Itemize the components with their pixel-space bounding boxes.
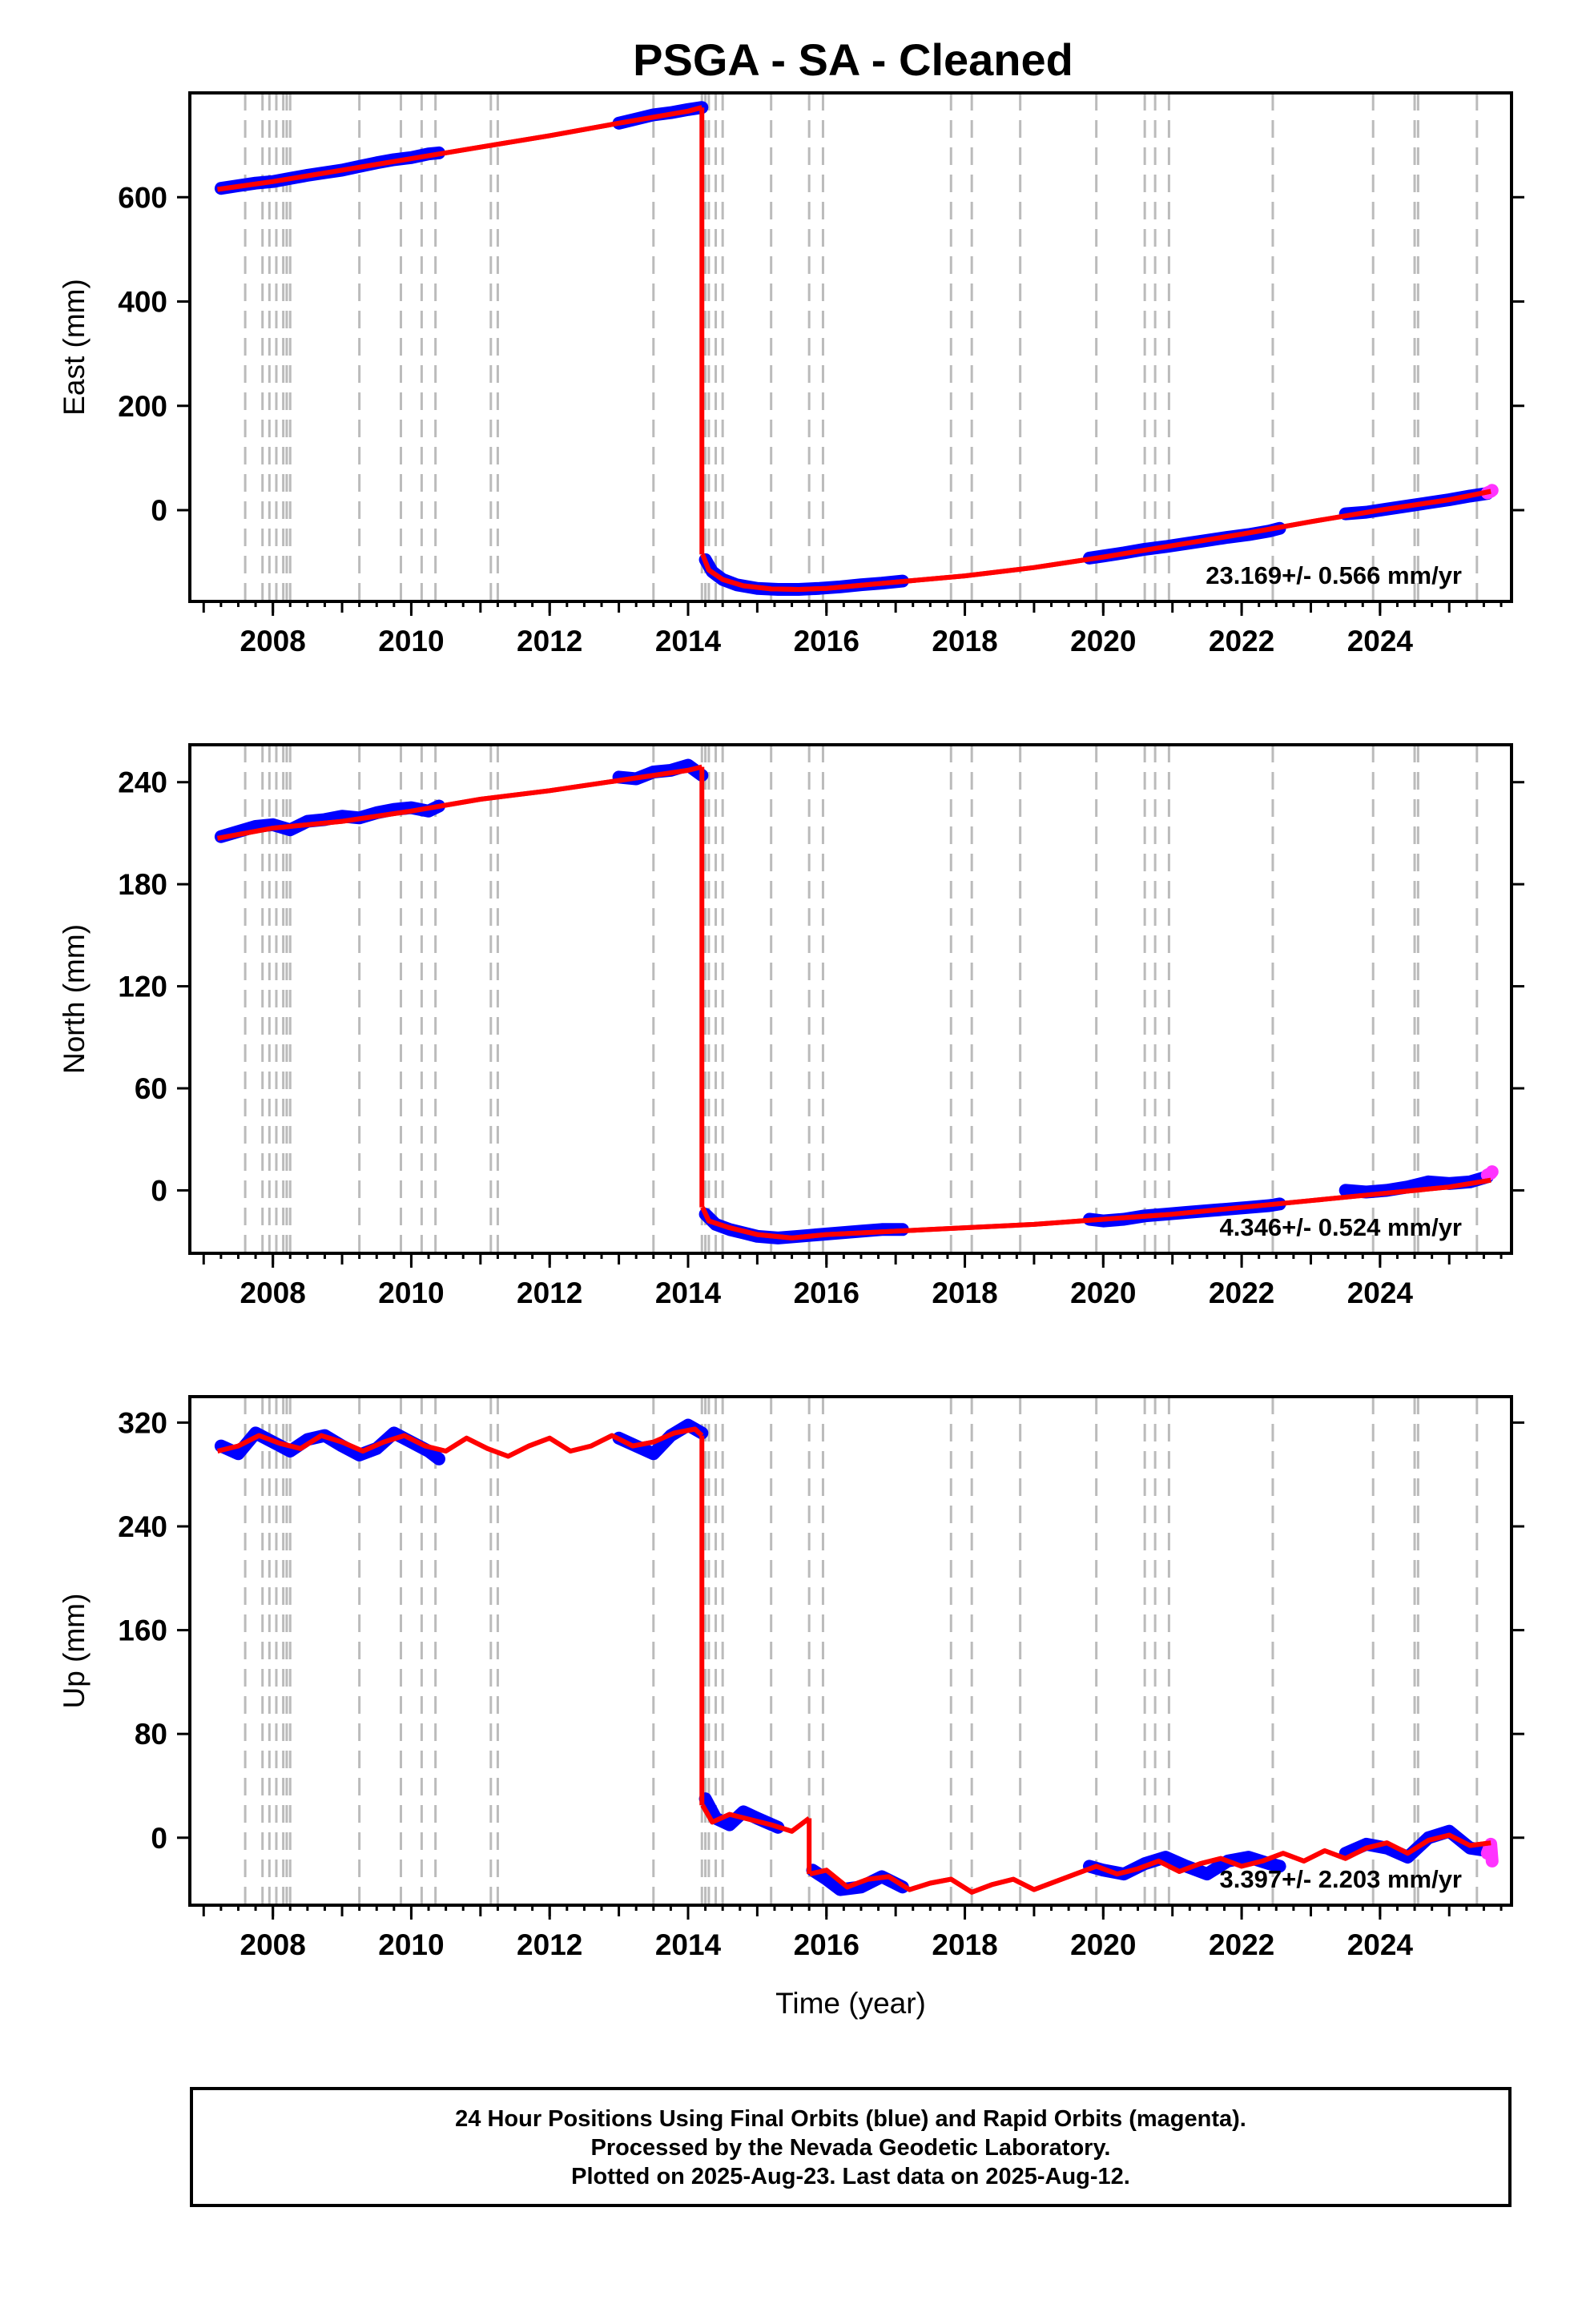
chart-title: PSGA - SA - Cleaned — [633, 34, 1073, 85]
y-tick-label: 60 — [135, 1072, 167, 1105]
x-tick-label: 2022 — [1209, 1277, 1274, 1309]
y-axis-title: East (mm) — [58, 279, 91, 416]
data-point — [1242, 1852, 1254, 1864]
y-tick-label: 240 — [118, 1510, 167, 1543]
data-point — [433, 1453, 445, 1465]
x-tick-label: 2020 — [1070, 625, 1136, 657]
x-tick-label: 2012 — [517, 1277, 582, 1309]
footer-note: 24 Hour Positions Using Final Orbits (bl… — [190, 2087, 1512, 2207]
panel-east: 2008 2010 2012 2014 2016 2018 2020 2022 2024 0 200… — [58, 91, 1524, 657]
model-fit-line — [217, 105, 703, 192]
model-fit-line — [700, 1177, 1491, 1240]
x-tick-label: 2010 — [378, 1277, 444, 1309]
data-point — [232, 1448, 244, 1460]
data-point — [835, 1884, 847, 1896]
x-tick-label: 2010 — [378, 625, 444, 657]
data-point — [1339, 1184, 1351, 1196]
velocity-rate-label: 3.397+/- 2.203 mm/yr — [1220, 1865, 1462, 1893]
data-point — [1423, 1176, 1435, 1188]
x-tick-label: 2008 — [240, 625, 306, 657]
x-tick-label: 2020 — [1070, 1928, 1136, 1961]
y-tick-label: 80 — [135, 1718, 167, 1751]
data-point — [1486, 1855, 1498, 1867]
y-tick-label: 0 — [151, 494, 167, 527]
data-point — [1274, 1860, 1286, 1872]
model-fit-line — [217, 764, 703, 841]
footer-line-2: Processed by the Nevada Geodetic Laborat… — [590, 2135, 1111, 2161]
y-tick-label: 0 — [151, 1174, 167, 1207]
x-tick-label: 2018 — [932, 625, 997, 657]
y-tick-label: 240 — [118, 766, 167, 799]
x-tick-label: 2020 — [1070, 1277, 1136, 1309]
data-point — [1201, 1868, 1213, 1880]
footer-line-3: Plotted on 2025-Aug-23. Last data on 202… — [571, 2164, 1130, 2189]
y-axis-title: North (mm) — [58, 924, 91, 1074]
y-tick-label: 320 — [118, 1406, 167, 1439]
plot-frame — [188, 91, 1513, 603]
x-tick-label: 2016 — [794, 625, 859, 657]
footer-line-1: 24 Hour Positions Using Final Orbits (bl… — [455, 2106, 1246, 2132]
x-tick-label: 2022 — [1209, 625, 1274, 657]
data-point — [1486, 1166, 1498, 1178]
x-tick-label: 2012 — [517, 1928, 582, 1961]
x-tick-label: 2010 — [378, 1928, 444, 1961]
x-tick-label: 2016 — [794, 1277, 859, 1309]
panel-north: 2008 2010 2012 2014 2016 2018 2020 2022 2024 0 60 1… — [58, 743, 1524, 1309]
x-tick-label: 2024 — [1347, 625, 1414, 657]
x-tick-label: 2024 — [1347, 1277, 1414, 1309]
y-tick-label: 120 — [118, 971, 167, 1003]
data-point — [723, 1819, 735, 1831]
velocity-rate-label: 4.346+/- 0.524 mm/yr — [1220, 1213, 1462, 1241]
model-fit-line — [700, 489, 1491, 592]
x-axis-title: Time (year) — [775, 1987, 926, 2020]
x-tick-label: 2014 — [655, 1928, 722, 1961]
x-tick-label: 2022 — [1209, 1928, 1274, 1961]
x-tick-label: 2024 — [1347, 1928, 1414, 1961]
y-axis-title: Up (mm) — [58, 1594, 91, 1709]
data-point — [1160, 1852, 1172, 1864]
y-tick-label: 160 — [118, 1614, 167, 1647]
plot-frame — [188, 743, 1513, 1255]
plot-frame — [188, 1395, 1513, 1907]
data-point — [738, 1806, 750, 1818]
x-tick-label: 2008 — [240, 1928, 306, 1961]
model-fit-line — [216, 1426, 704, 1459]
x-tick-label: 2016 — [794, 1928, 859, 1961]
x-tick-label: 2018 — [932, 1277, 997, 1309]
y-tick-label: 400 — [118, 286, 167, 319]
y-tick-label: 200 — [118, 390, 167, 423]
y-tick-label: 600 — [118, 181, 167, 214]
model-fit-line — [700, 1803, 811, 1834]
y-tick-label: 0 — [151, 1822, 167, 1855]
velocity-rate-label: 23.169+/- 0.566 mm/yr — [1206, 561, 1462, 589]
data-point — [647, 1448, 659, 1460]
x-tick-label: 2014 — [655, 625, 722, 657]
data-point — [820, 1873, 832, 1885]
x-tick-label: 2012 — [517, 625, 582, 657]
model-fit-line — [809, 1832, 1491, 1895]
panel-up: 2008 2010 2012 2014 2016 2018 2020 2022 2024 0 80 1… — [58, 1395, 1524, 2020]
x-tick-label: 2014 — [655, 1277, 722, 1309]
y-tick-label: 180 — [118, 868, 167, 901]
x-tick-label: 2008 — [240, 1277, 306, 1309]
x-tick-label: 2018 — [932, 1928, 997, 1961]
